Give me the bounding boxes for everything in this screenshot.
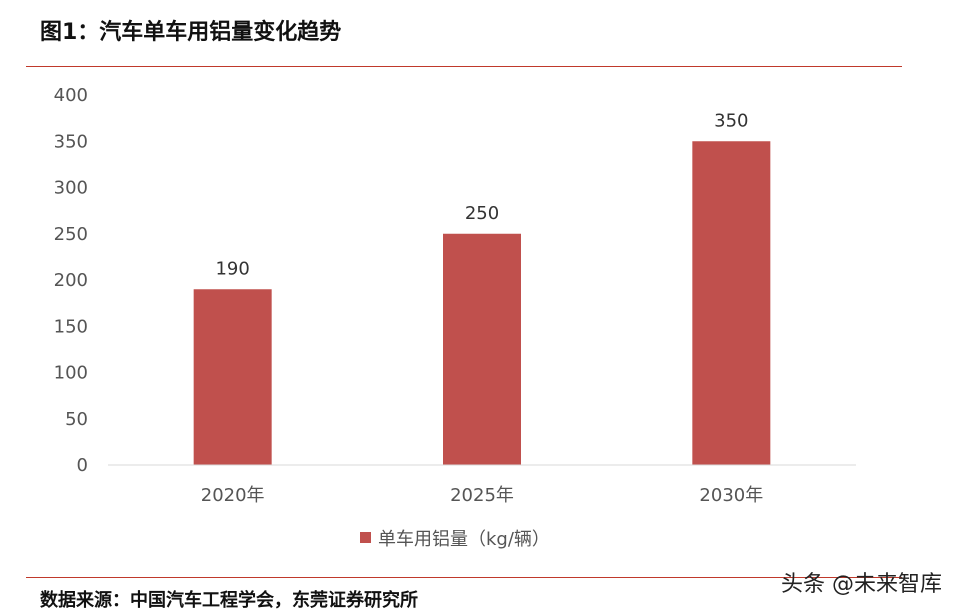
bar-value-label: 350 [714,110,748,131]
bar [443,233,521,465]
x-tick-label: 2030年 [699,485,763,506]
top-divider [26,66,902,67]
x-axis-ticks: 2020年 2025年 2030年 [201,485,763,506]
watermark: 头条 @未来智库 [781,572,942,597]
y-axis-ticks: 0 50 100 150 200 250 300 350 400 [54,85,88,476]
legend-swatch [360,532,371,543]
bar [692,141,771,465]
y-tick-label: 100 [54,363,88,384]
y-tick-label: 200 [54,270,88,291]
y-tick-label: 300 [54,178,88,199]
y-tick-label: 250 [54,224,88,245]
y-tick-label: 150 [54,316,88,337]
bar-value-label: 190 [215,258,249,279]
x-tick-label: 2020年 [201,485,265,506]
y-tick-label: 400 [54,85,88,106]
legend: 单车用铝量（kg/辆） [360,529,550,550]
y-tick-label: 350 [54,131,88,152]
bottom-divider [26,577,902,578]
bar-value-label: 250 [465,203,499,224]
x-tick-label: 2025年 [450,485,514,506]
figure-title: 图1：汽车单车用铝量变化趋势 [40,20,342,45]
legend-label: 单车用铝量（kg/辆） [378,529,550,550]
bar [193,289,272,465]
y-tick-label: 0 [77,455,88,476]
bars [193,141,771,465]
source-note: 数据来源：中国汽车工程学会，东莞证券研究所 [40,590,418,611]
bar-chart: 0 50 100 150 200 250 300 350 400 190 250 350 2020年… [54,85,856,550]
data-labels: 190 250 350 [215,110,748,279]
y-tick-label: 50 [65,409,88,430]
